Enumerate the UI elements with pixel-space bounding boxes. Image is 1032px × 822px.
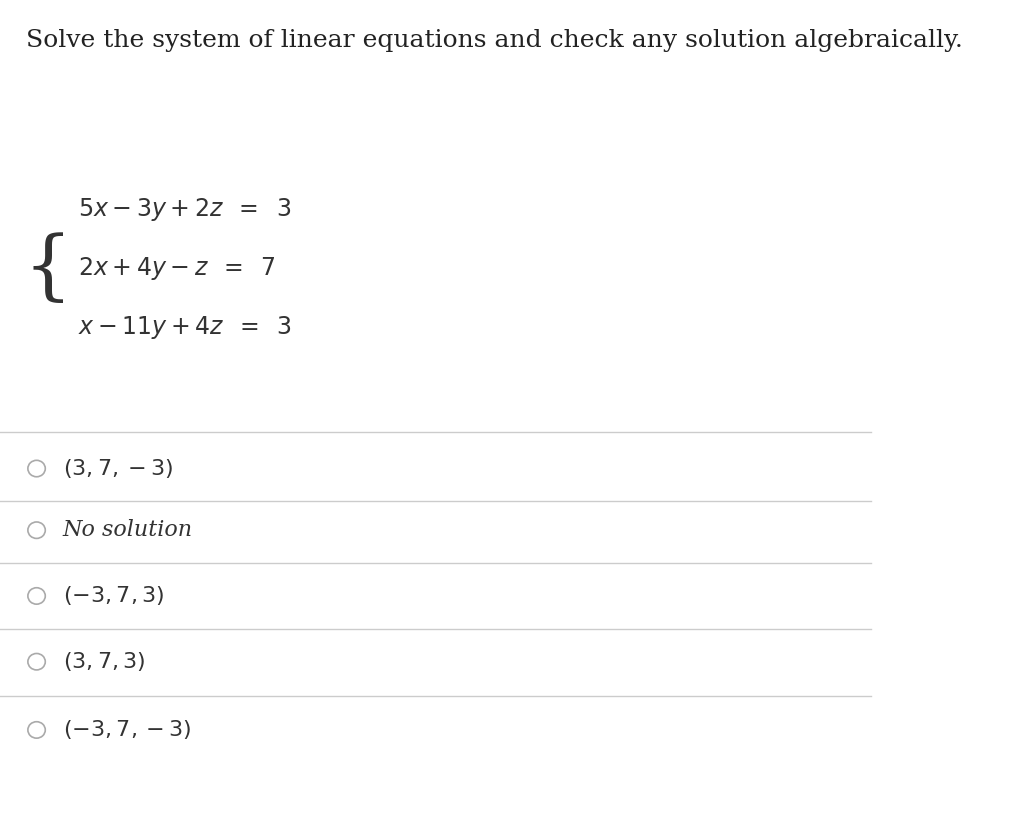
Text: $2x + 4y - z \;\; = \;\; 7$: $2x + 4y - z \;\; = \;\; 7$ [78,256,277,282]
Text: {: { [24,232,72,306]
Text: $(-3, 7, 3)$: $(-3, 7, 3)$ [63,584,164,607]
Text: $5x - 3y + 2z \;\; = \;\; 3$: $5x - 3y + 2z \;\; = \;\; 3$ [78,196,291,223]
Text: $(3, 7, -3)$: $(3, 7, -3)$ [63,457,172,480]
Text: No solution: No solution [63,520,193,541]
Text: Solve the system of linear equations and check any solution algebraically.: Solve the system of linear equations and… [26,29,963,52]
Text: $(-3, 7, -3)$: $(-3, 7, -3)$ [63,718,191,741]
Text: $x - 11y + 4z \;\; = \;\; 3$: $x - 11y + 4z \;\; = \;\; 3$ [78,315,292,341]
Text: $(3, 7, 3)$: $(3, 7, 3)$ [63,650,146,673]
